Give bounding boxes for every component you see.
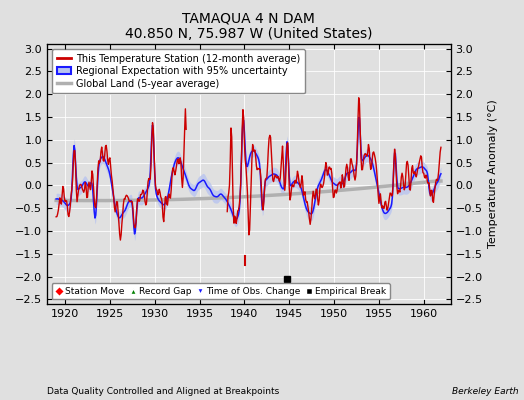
Title: TAMAQUA 4 N DAM
40.850 N, 75.987 W (United States): TAMAQUA 4 N DAM 40.850 N, 75.987 W (Unit…	[125, 11, 373, 42]
Y-axis label: Temperature Anomaly (°C): Temperature Anomaly (°C)	[488, 100, 498, 248]
Text: Berkeley Earth: Berkeley Earth	[452, 387, 519, 396]
Legend: Station Move, Record Gap, Time of Obs. Change, Empirical Break: Station Move, Record Gap, Time of Obs. C…	[52, 283, 390, 300]
Text: Data Quality Controlled and Aligned at Breakpoints: Data Quality Controlled and Aligned at B…	[47, 387, 279, 396]
